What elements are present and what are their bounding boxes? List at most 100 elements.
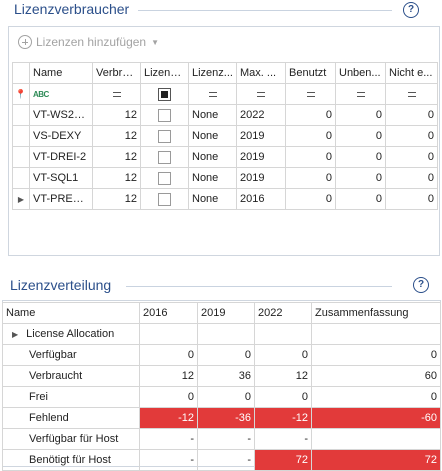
row-label: Frei: [2, 386, 140, 408]
checkbox[interactable]: [158, 192, 171, 206]
column-header-2022[interactable]: 2022: [254, 302, 312, 324]
column-header-benutzt[interactable]: Benutzt: [285, 62, 336, 84]
checkbox[interactable]: [158, 171, 171, 185]
filter-benutzt[interactable]: [285, 83, 336, 105]
cell-2019-alert: -36: [197, 407, 255, 429]
cell-lizenz: None: [188, 188, 237, 210]
cell-verbraucht: 12: [92, 104, 141, 126]
table-row[interactable]: ▶ VT-PRER... 12 None 2016 0 0 0: [12, 188, 438, 210]
consumers-title: Lizenzverbraucher: [14, 1, 130, 17]
checkbox[interactable]: [158, 129, 171, 143]
table-row[interactable]: Fehlend -12 -36 -12 -60: [2, 407, 441, 429]
distribution-title: Lizenzverteilung: [10, 277, 112, 293]
table-row[interactable]: VT-WS2022 12 None 2022 0 0 0: [12, 104, 438, 126]
cell-verbraucht: 12: [92, 188, 141, 210]
column-header-unbenutzt[interactable]: Unben...: [335, 62, 386, 84]
filter-unbenutzt[interactable]: [335, 83, 386, 105]
table-row[interactable]: VS-DEXY 12 None 2019 0 0 0: [12, 125, 438, 147]
cell-2016: 0: [139, 386, 198, 408]
filter-row: 📍 ABC: [12, 83, 438, 105]
cell-nicht: 0: [385, 188, 438, 210]
column-header-2019[interactable]: 2019: [197, 302, 255, 324]
cell-name: VT-DREI-2: [29, 146, 93, 168]
distribution-help-icon[interactable]: ?: [413, 277, 429, 293]
row-selector[interactable]: [12, 146, 30, 168]
equals-icon: [306, 92, 315, 97]
cell-2022: 0: [254, 344, 312, 366]
expand-arrow-icon[interactable]: ▶: [12, 330, 19, 339]
column-header-name[interactable]: Name: [2, 302, 140, 324]
row-selector[interactable]: ▶: [12, 188, 30, 210]
cell-lizenzierung[interactable]: [140, 125, 189, 147]
cell-max: 2019: [236, 167, 286, 189]
column-header-lizenz[interactable]: Lizenz...: [188, 62, 237, 84]
cell-summary: 0: [311, 344, 441, 366]
cell-lizenzierung[interactable]: [140, 188, 189, 210]
cell-2016: 12: [139, 365, 198, 387]
cell-unbenutzt: 0: [335, 104, 386, 126]
cell-2019: 0: [197, 344, 255, 366]
cell-summary-alert: 72: [311, 449, 441, 471]
add-licenses-button[interactable]: Lizenzen hinzufügen ▼: [18, 34, 159, 50]
cell-max: 2016: [236, 188, 286, 210]
cell-unbenutzt: 0: [335, 188, 386, 210]
equals-icon: [208, 92, 217, 97]
table-row[interactable]: VT-SQL1 12 None 2019 0 0 0: [12, 167, 438, 189]
filter-max[interactable]: [236, 83, 286, 105]
cell-unbenutzt: 0: [335, 167, 386, 189]
filter-name[interactable]: ABC: [29, 83, 93, 105]
consumers-title-divider: [138, 10, 392, 11]
cell-benutzt: 0: [285, 167, 336, 189]
cell-summary: 60: [311, 365, 441, 387]
column-header-lizenzierung[interactable]: Lizenzi...: [140, 62, 189, 84]
row-selector[interactable]: [12, 104, 30, 126]
filter-lizenz[interactable]: [188, 83, 237, 105]
cell-2022: 12: [254, 365, 312, 387]
group-row[interactable]: ▶ License Allocation: [2, 323, 441, 345]
column-header-summary[interactable]: Zusammenfassung: [311, 302, 441, 324]
cell-2016-alert: -12: [139, 407, 198, 429]
cell-lizenzierung[interactable]: [140, 104, 189, 126]
row-label: Benötigt für Host: [2, 449, 140, 471]
cell-unbenutzt: 0: [335, 125, 386, 147]
checkbox[interactable]: [158, 108, 171, 122]
group-cell[interactable]: ▶ License Allocation: [2, 323, 140, 345]
add-licenses-label: Lizenzen hinzufügen: [36, 35, 147, 49]
cell-lizenz: None: [188, 125, 237, 147]
cell-verbraucht: 12: [92, 167, 141, 189]
cell-name: VT-PRER...: [29, 188, 93, 210]
consumers-help-icon[interactable]: ?: [403, 2, 419, 18]
cell-lizenzierung[interactable]: [140, 146, 189, 168]
filter-lizenzierung[interactable]: [140, 83, 189, 105]
table-row[interactable]: Benötigt für Host - - 72 72: [2, 449, 441, 471]
filter-nicht[interactable]: [385, 83, 438, 105]
cell-max: 2019: [236, 125, 286, 147]
row-selector-header: [12, 62, 30, 84]
column-header-nicht[interactable]: Nicht e...: [385, 62, 438, 84]
cell-nicht: 0: [385, 167, 438, 189]
cell-2022: 0: [254, 386, 312, 408]
column-header-name[interactable]: Name: [29, 62, 93, 84]
row-label: Fehlend: [2, 407, 140, 429]
column-header-verbraucht[interactable]: Verbra...: [92, 62, 141, 84]
row-selector[interactable]: [12, 125, 30, 147]
empty-cell: [197, 323, 255, 345]
column-header-2016[interactable]: 2016: [139, 302, 198, 324]
table-row[interactable]: Verfügbar für Host - - -: [2, 428, 441, 450]
checkbox[interactable]: [158, 150, 171, 164]
table-row[interactable]: Verfügbar 0 0 0 0: [2, 344, 441, 366]
cell-name: VT-SQL1: [29, 167, 93, 189]
filter-verbraucht[interactable]: [92, 83, 141, 105]
cell-benutzt: 0: [285, 104, 336, 126]
cell-name: VT-WS2022: [29, 104, 93, 126]
table-row[interactable]: VT-DREI-2 12 None 2019 0 0 0: [12, 146, 438, 168]
table-row[interactable]: Verbraucht 12 36 12 60: [2, 365, 441, 387]
table-row[interactable]: Frei 0 0 0 0: [2, 386, 441, 408]
row-selector[interactable]: [12, 167, 30, 189]
cell-lizenzierung[interactable]: [140, 167, 189, 189]
cell-benutzt: 0: [285, 188, 336, 210]
cell-2016: 0: [139, 344, 198, 366]
empty-cell: [139, 323, 198, 345]
cell-benutzt: 0: [285, 146, 336, 168]
column-header-max[interactable]: Max. ...: [236, 62, 286, 84]
